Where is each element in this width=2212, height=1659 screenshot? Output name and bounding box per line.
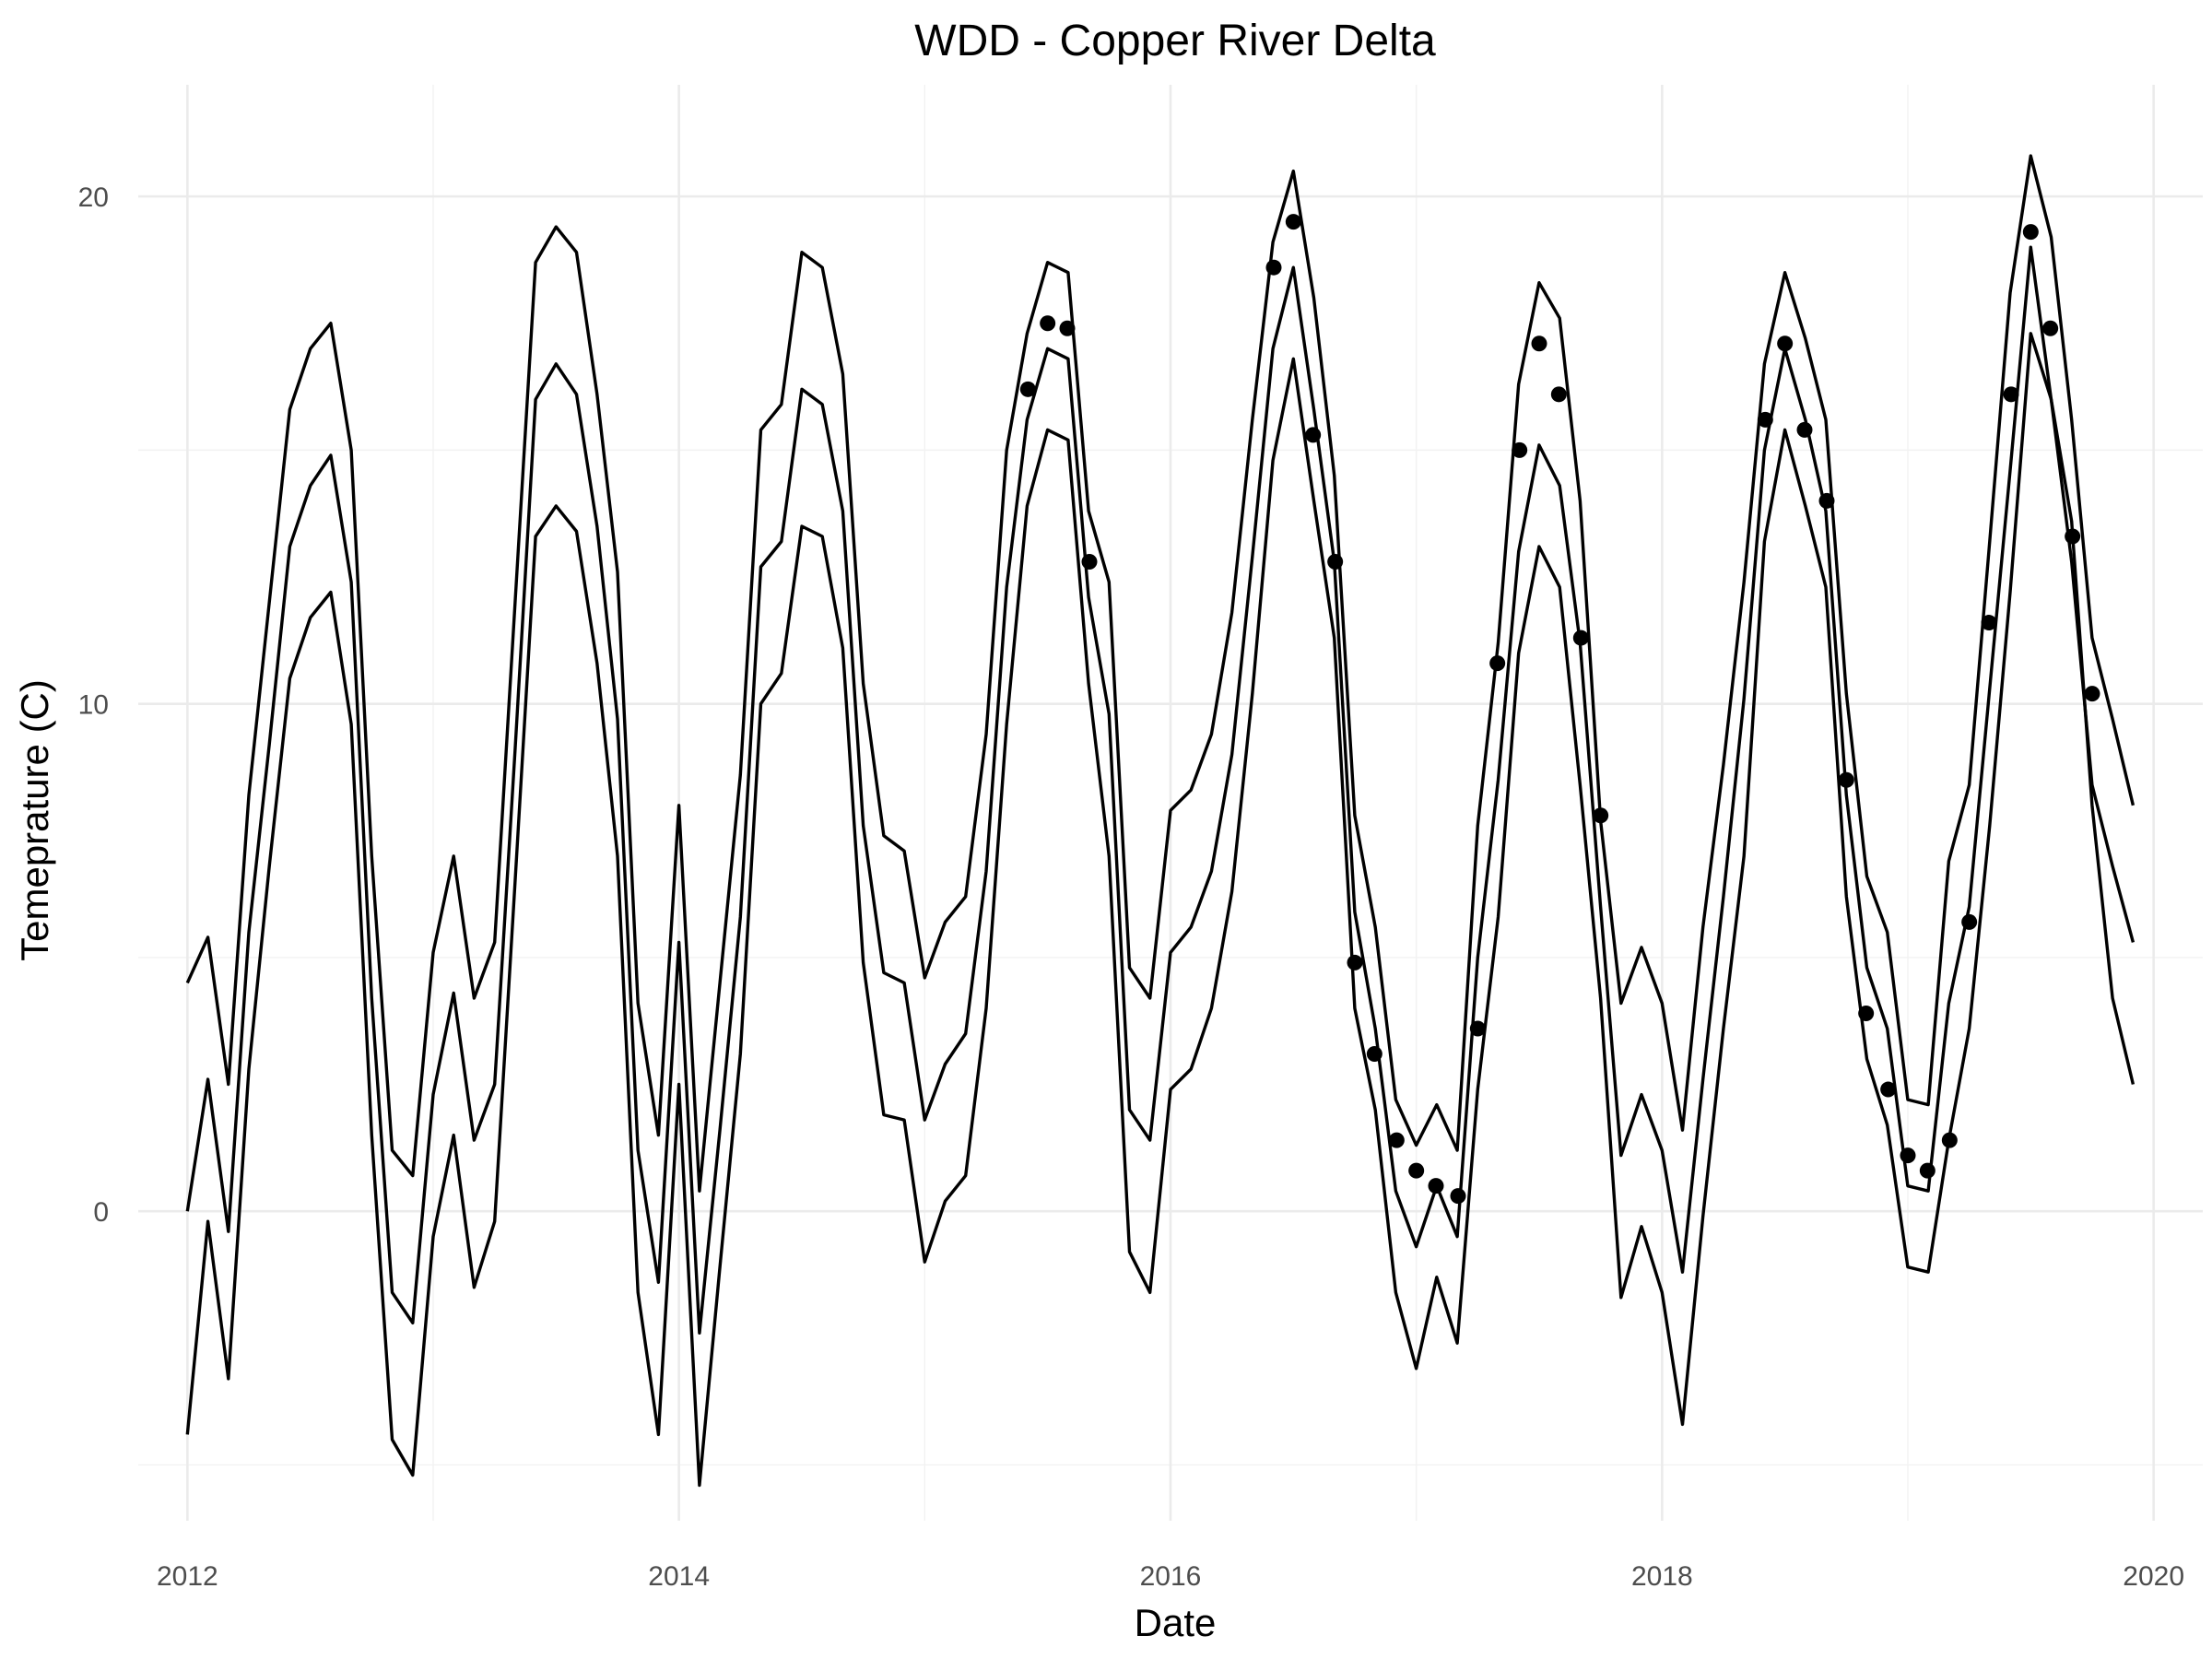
data-point bbox=[1327, 553, 1344, 570]
x-tick-label: 2018 bbox=[1631, 1561, 1693, 1592]
x-axis-ticks: 2012 2014 2016 2018 2020 bbox=[157, 1561, 2184, 1592]
data-point bbox=[1961, 913, 1978, 930]
data-point bbox=[1408, 1162, 1425, 1179]
data-point bbox=[1347, 954, 1363, 971]
data-point bbox=[2022, 224, 2039, 241]
data-point bbox=[2084, 686, 2100, 702]
data-point bbox=[1941, 1132, 1958, 1148]
data-point bbox=[1777, 335, 1794, 352]
data-point bbox=[1265, 259, 1282, 276]
data-point bbox=[1900, 1147, 1916, 1164]
y-tick-label: 20 bbox=[78, 182, 109, 213]
x-tick-label: 2020 bbox=[2123, 1561, 2184, 1592]
observation-points bbox=[1019, 214, 2100, 1205]
data-point bbox=[1550, 386, 1567, 403]
data-point bbox=[1305, 427, 1322, 443]
data-point bbox=[1059, 320, 1076, 336]
data-point bbox=[1880, 1081, 1897, 1098]
data-point bbox=[1450, 1188, 1466, 1205]
data-point bbox=[1919, 1162, 1936, 1179]
data-point bbox=[1428, 1178, 1444, 1194]
data-point bbox=[1818, 492, 1835, 509]
grid bbox=[138, 85, 2203, 1521]
series-line bbox=[185, 332, 2136, 1488]
series-line bbox=[185, 245, 2136, 1335]
data-point bbox=[1593, 807, 1609, 824]
data-point bbox=[1081, 553, 1098, 570]
data-point bbox=[1366, 1046, 1382, 1063]
x-tick-label: 2016 bbox=[1140, 1561, 1202, 1592]
y-tick-label: 10 bbox=[78, 690, 109, 721]
x-axis-title: Date bbox=[1135, 1601, 1217, 1644]
chart-title: WDD - Copper River Delta bbox=[914, 17, 1436, 65]
data-point bbox=[1531, 335, 1547, 352]
data-point bbox=[1388, 1132, 1405, 1148]
data-point bbox=[1796, 421, 1813, 438]
data-point bbox=[1512, 441, 1528, 458]
y-tick-label: 0 bbox=[93, 1197, 109, 1228]
y-axis-title: Temeprature (C) bbox=[13, 679, 56, 961]
y-axis-ticks: 0 10 20 bbox=[78, 182, 109, 1228]
data-point bbox=[2003, 386, 2019, 403]
x-tick-label: 2012 bbox=[157, 1561, 218, 1592]
data-point bbox=[1489, 655, 1506, 672]
series-lines bbox=[185, 154, 2136, 1488]
data-point bbox=[1858, 1005, 1875, 1021]
data-point bbox=[1469, 1020, 1486, 1037]
data-point bbox=[1838, 771, 1854, 788]
data-point bbox=[1572, 629, 1589, 646]
data-point bbox=[1981, 615, 1997, 631]
data-point bbox=[1040, 315, 1056, 332]
data-point bbox=[1757, 411, 1773, 428]
data-point bbox=[2042, 320, 2059, 336]
data-point bbox=[2065, 528, 2081, 545]
data-point bbox=[1019, 381, 1036, 397]
x-tick-label: 2014 bbox=[648, 1561, 710, 1592]
data-point bbox=[1285, 214, 1301, 230]
series-line bbox=[185, 154, 2136, 1193]
